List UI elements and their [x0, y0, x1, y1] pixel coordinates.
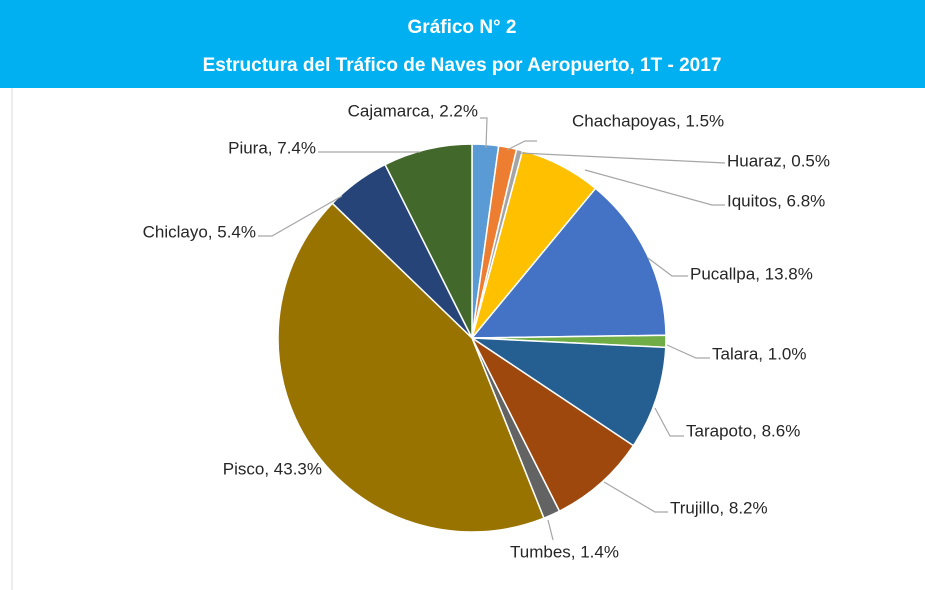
slice-label: Tarapoto, 8.6%: [686, 421, 800, 440]
leader-line: [603, 481, 668, 513]
slice-label: Pisco, 43.3%: [223, 459, 322, 478]
slice-label: Chachapoyas, 1.5%: [572, 111, 724, 130]
slice-label: Pucallpa, 13.8%: [690, 264, 813, 283]
leader-line: [480, 117, 488, 149]
leader-line: [584, 169, 725, 206]
slice-label: Talara, 1.0%: [712, 344, 807, 363]
leader-line: [654, 407, 684, 437]
leader-line: [647, 257, 688, 277]
slice-label: Tumbes, 1.4%: [510, 542, 619, 561]
chart-subtitle: Estructura del Tráfico de Naves por Aero…: [203, 55, 722, 76]
leader-line: [666, 344, 710, 359]
chart-title: Gráfico N° 2: [408, 17, 517, 38]
slice-label: Cajamarca, 2.2%: [348, 101, 478, 120]
slice-label: Iquitos, 6.8%: [727, 191, 825, 210]
header-band: [0, 0, 925, 88]
leader-line: [258, 195, 343, 237]
slice-label: Chiclayo, 5.4%: [143, 222, 256, 241]
leader-line: [547, 519, 554, 541]
pie-slice: [277, 202, 545, 533]
pie-slice: [470, 335, 635, 513]
slice-label: Huaraz, 0.5%: [727, 151, 830, 170]
leader-line: [519, 152, 726, 164]
pie-slice: [384, 143, 473, 339]
leader-line: [506, 140, 537, 151]
pie-slice: [469, 337, 667, 447]
slice-label: Piura, 7.4%: [228, 138, 316, 157]
pie-slice: [470, 187, 667, 339]
slice-label: Trujillo, 8.2%: [670, 498, 768, 517]
